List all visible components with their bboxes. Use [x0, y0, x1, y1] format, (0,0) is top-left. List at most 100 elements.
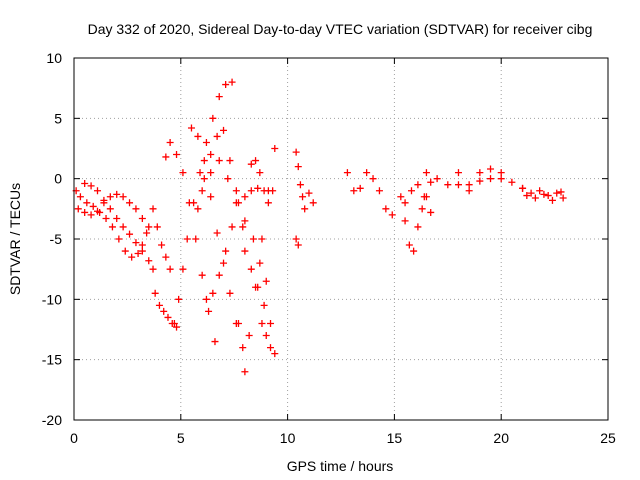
data-point	[531, 194, 539, 202]
series-track-w	[523, 188, 565, 204]
data-point	[350, 187, 358, 195]
data-point	[166, 265, 174, 273]
data-point	[254, 184, 262, 192]
data-point	[536, 187, 544, 195]
data-point	[433, 175, 441, 183]
data-point	[401, 199, 409, 207]
data-point	[108, 223, 116, 231]
data-point	[106, 193, 114, 201]
x-tick-label: 0	[70, 430, 78, 446]
data-point	[215, 157, 223, 165]
data-point	[527, 189, 535, 197]
data-point	[215, 93, 223, 101]
data-point	[232, 199, 240, 207]
data-point	[271, 145, 279, 152]
data-point	[427, 178, 435, 186]
data-point	[194, 132, 202, 140]
data-point	[241, 217, 249, 225]
data-point	[249, 235, 257, 243]
series-track-v	[519, 184, 567, 202]
data-point	[162, 253, 170, 261]
data-point	[271, 350, 279, 358]
data-point	[128, 253, 136, 261]
data-point	[382, 205, 390, 213]
data-point	[465, 187, 473, 195]
series-track-a	[72, 187, 151, 261]
data-point	[557, 188, 565, 196]
data-point	[149, 205, 157, 213]
data-point	[407, 187, 415, 195]
data-point	[388, 211, 396, 219]
y-tick-label: -5	[50, 231, 63, 247]
x-tick-label: 5	[177, 430, 185, 446]
data-point	[89, 202, 97, 210]
data-point	[198, 271, 206, 279]
series-track-g	[170, 78, 249, 376]
data-point	[454, 181, 462, 189]
data-point	[292, 148, 300, 156]
data-point	[241, 193, 249, 201]
data-point	[226, 289, 234, 297]
data-point	[267, 319, 275, 327]
data-point	[145, 257, 153, 265]
data-point	[121, 247, 129, 255]
data-point	[523, 192, 531, 200]
data-point	[247, 187, 255, 195]
data-point	[254, 283, 262, 291]
data-point	[132, 239, 140, 247]
data-point	[162, 153, 170, 161]
data-point	[173, 151, 181, 159]
series-track-c	[81, 179, 157, 273]
data-point	[260, 187, 268, 195]
data-point	[247, 160, 255, 168]
data-point	[93, 187, 101, 195]
y-tick-label: 5	[54, 110, 62, 126]
data-point	[166, 138, 174, 146]
data-point	[93, 207, 101, 215]
data-point	[228, 78, 236, 86]
y-tick-label: -15	[42, 352, 62, 368]
data-point	[487, 165, 495, 173]
data-point	[119, 223, 127, 231]
data-point	[226, 157, 234, 165]
series-track-h	[187, 124, 279, 352]
data-point	[100, 196, 108, 204]
series-track-m	[258, 319, 279, 358]
data-point	[179, 169, 187, 177]
series-track-u	[454, 165, 505, 195]
data-point	[476, 177, 484, 185]
data-point	[170, 319, 178, 327]
x-tick-label: 10	[280, 430, 296, 446]
data-point	[155, 301, 163, 309]
chart-title: Day 332 of 2020, Sidereal Day-to-day VTE…	[88, 21, 593, 37]
data-point	[76, 193, 84, 201]
y-tick-label: -20	[42, 412, 62, 428]
data-point	[262, 332, 270, 340]
data-point	[209, 114, 217, 122]
data-point	[414, 181, 422, 189]
data-point	[508, 178, 516, 186]
data-point	[405, 241, 413, 249]
data-point	[190, 199, 198, 207]
data-point	[241, 368, 249, 376]
data-point	[258, 319, 266, 327]
data-points	[72, 78, 567, 376]
data-point	[106, 205, 114, 213]
data-point	[194, 205, 202, 213]
data-point	[544, 192, 552, 200]
data-point	[222, 81, 230, 89]
data-point	[414, 223, 422, 231]
data-point	[375, 187, 383, 195]
data-point	[256, 169, 264, 177]
data-point	[126, 230, 134, 238]
data-point	[454, 169, 462, 177]
data-point	[153, 223, 161, 231]
data-point	[487, 175, 495, 183]
series-track-o	[292, 148, 317, 213]
series-track-p	[292, 235, 302, 249]
series-track-e	[149, 205, 174, 273]
series-track-d	[151, 289, 181, 331]
data-point	[232, 187, 240, 195]
series-track-j	[202, 184, 262, 303]
y-axis-label: SDTVAR / TECUs	[7, 183, 23, 295]
